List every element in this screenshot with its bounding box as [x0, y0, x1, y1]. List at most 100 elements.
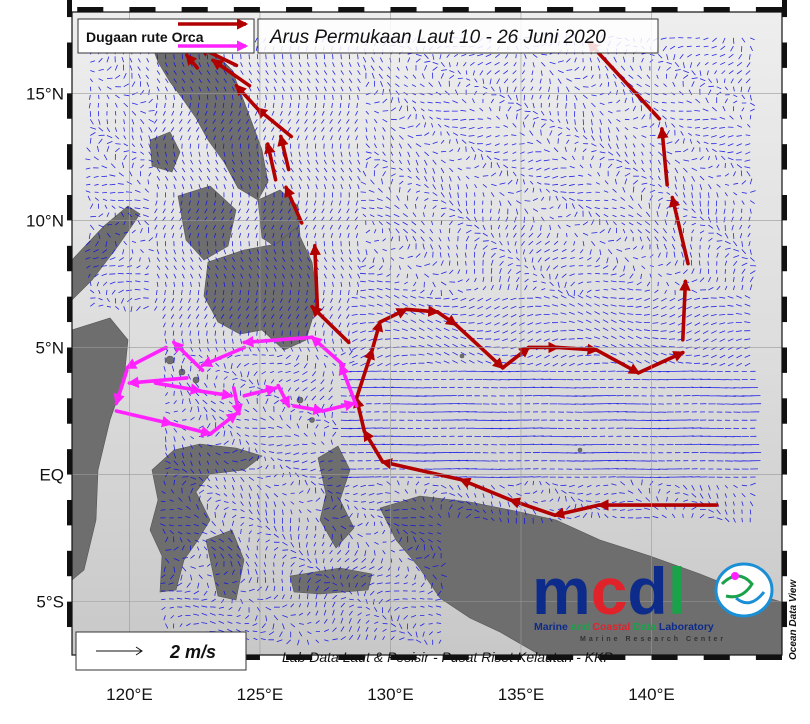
frame-tick — [67, 347, 72, 373]
scale-label: 2 m/s — [169, 642, 216, 662]
route-arrow-red — [310, 305, 351, 345]
route-arrow-red — [508, 497, 557, 518]
frame-tick — [67, 296, 72, 323]
latitude-labels: 15°N 10°N 5°N EQ 5°S — [26, 84, 64, 611]
land-borneo — [72, 317, 129, 581]
lat-label: 15°N — [26, 84, 64, 103]
frame-tick — [67, 449, 72, 475]
lon-label: 120°E — [106, 685, 153, 704]
graticule-grid — [72, 12, 782, 655]
route-arrow-red — [679, 279, 691, 342]
frame-tick — [547, 7, 574, 12]
frame-tick — [338, 7, 365, 12]
frame-tick — [599, 655, 626, 660]
route-arrow-magenta — [338, 363, 359, 408]
frame-tick — [782, 144, 787, 170]
frame-tick — [67, 601, 72, 628]
frame-tick — [67, 499, 72, 526]
route-legend: Dugaan rute Orca — [77, 18, 255, 54]
frame-tick — [494, 655, 521, 660]
route-arrow-magenta — [320, 399, 357, 413]
land-panay-negros — [177, 185, 237, 261]
frame-tick — [782, 0, 787, 18]
map-title: Arus Permukaan Laut 10 - 26 Juni 2020 — [269, 27, 606, 48]
logo-letter: m — [532, 554, 591, 628]
frame-tick — [233, 7, 260, 12]
route-arrow-red — [211, 58, 252, 88]
longitude-labels: 120°E 125°E 130°E 135°E 140°E — [106, 685, 675, 704]
frame-tick — [67, 0, 72, 18]
frame-tick — [782, 550, 787, 577]
logo-word: Data — [630, 621, 656, 633]
route-arrow-red — [353, 396, 367, 434]
frame-tick — [286, 655, 313, 660]
frame-tick — [233, 655, 260, 660]
lat-label: 5°S — [36, 593, 64, 612]
route-arrow-red — [354, 347, 375, 401]
route-arrow-magenta — [292, 403, 325, 416]
route-arrow-red — [284, 185, 304, 225]
frame-tick — [442, 655, 469, 660]
route-arrow-red — [234, 83, 260, 111]
frame-tick — [782, 347, 787, 373]
frame-tick — [181, 7, 208, 12]
lat-label: 10°N — [26, 211, 64, 230]
frame-tick — [390, 7, 417, 12]
frame-tick — [651, 655, 678, 660]
route-arrow-red — [362, 429, 385, 464]
frame-tick — [286, 7, 313, 12]
orca-route-magenta — [113, 335, 359, 438]
route-arrow-red — [453, 322, 505, 370]
frame-tick — [755, 655, 782, 660]
orca-route-red — [185, 40, 719, 519]
scale-box: 2 m/s — [75, 631, 247, 671]
route-arrow-red — [555, 343, 599, 356]
route-arrow-magenta — [310, 335, 346, 368]
logo-letter: l — [668, 554, 686, 628]
lon-label: 135°E — [498, 685, 545, 704]
frame-tick — [782, 42, 787, 68]
land-sulawesi — [149, 443, 263, 593]
route-arrow-red — [185, 53, 200, 70]
frame-tick — [782, 398, 787, 424]
logo-letter: c — [591, 554, 628, 628]
route-arrow-magenta — [231, 386, 243, 416]
frame-tick — [651, 7, 678, 12]
route-arrow-red — [458, 477, 513, 502]
route-arrow-red — [404, 305, 440, 317]
route-arrow-red — [657, 126, 669, 187]
route-arrow-magenta — [169, 421, 213, 438]
frame-tick — [599, 7, 626, 12]
route-arrow-red — [255, 106, 294, 139]
route-arrow-magenta — [153, 381, 203, 395]
frame-tick — [338, 655, 365, 660]
frame-tick — [782, 245, 787, 272]
frame-tick — [67, 245, 72, 272]
route-arrow-magenta — [195, 388, 234, 401]
title-box: Arus Permukaan Laut 10 - 26 Juni 2020 — [257, 18, 659, 54]
route-arrow-red — [594, 348, 641, 375]
frame-tick — [390, 655, 417, 660]
software-label: Ocean Data View — [788, 579, 799, 660]
route-arrow-magenta — [124, 345, 168, 370]
frame-tick — [67, 398, 72, 424]
frame-tick — [67, 144, 72, 170]
logo-word: Laboratory — [656, 621, 714, 633]
logo-word: and — [568, 621, 590, 633]
logo-letters: mcdl — [532, 554, 686, 628]
frame-tick — [782, 194, 787, 221]
frame-tick — [67, 42, 72, 68]
logo-subtitle: Marine and Coastal Data Laboratory — [534, 621, 714, 633]
legend-label: Dugaan rute Orca — [86, 29, 204, 45]
route-arrow-red — [500, 345, 531, 370]
credit-text: Lab Data Laut & Pesisir - Pusat Riset Ke… — [282, 649, 613, 665]
logo-emblem — [714, 562, 774, 618]
route-arrow-red — [309, 243, 321, 309]
lon-label: 140°E — [628, 685, 675, 704]
land-halmahera — [317, 445, 355, 549]
route-arrow-red — [587, 40, 662, 121]
scale-arrow-head — [135, 646, 143, 656]
lat-label: 5°N — [35, 338, 64, 357]
route-arrow-red — [378, 307, 409, 324]
frame-tick — [782, 449, 787, 475]
